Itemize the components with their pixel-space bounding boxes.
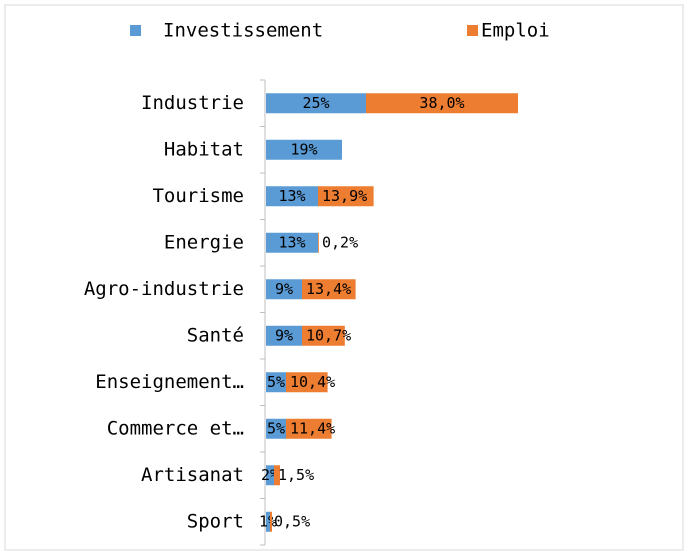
value-label: 38,0% — [419, 94, 464, 112]
value-label: 1,5% — [278, 466, 314, 484]
legend-swatch — [467, 25, 478, 36]
category-label: Enseignement… — [95, 371, 244, 393]
value-label: 13,4% — [306, 280, 351, 298]
category-label: Commerce et… — [107, 417, 244, 439]
value-label: 5% — [267, 419, 285, 437]
category-label: Tourisme — [152, 185, 244, 207]
bar — [318, 232, 319, 253]
value-label: 1% — [259, 512, 277, 530]
value-label: 13% — [278, 233, 305, 251]
category-label: Sport — [187, 510, 244, 532]
value-label: 0,2% — [322, 233, 358, 251]
bar — [266, 325, 302, 346]
bar — [266, 186, 318, 207]
value-label: 11,4% — [290, 419, 335, 437]
bar — [266, 418, 286, 439]
bar — [286, 418, 332, 439]
value-label: 9% — [275, 280, 293, 298]
category-label: Agro-industrie — [84, 278, 244, 300]
value-label: 5% — [267, 373, 285, 391]
bar — [266, 279, 302, 300]
bar — [270, 511, 272, 532]
bar — [274, 465, 280, 486]
category-label: Artisanat — [141, 464, 244, 486]
category-label: Santé — [187, 324, 244, 346]
value-label: 13,9% — [322, 187, 367, 205]
bar — [286, 372, 328, 393]
bar — [366, 93, 518, 114]
legend-label: Emploi — [481, 20, 550, 42]
bar — [266, 232, 318, 253]
value-label: 0,5% — [274, 512, 310, 530]
value-label: 25% — [302, 94, 329, 112]
bar — [266, 465, 274, 486]
legend-swatch — [130, 25, 141, 36]
value-label: 13% — [278, 187, 305, 205]
category-label: Energie — [164, 231, 244, 253]
value-label: 9% — [275, 326, 293, 344]
bar — [266, 93, 366, 114]
bar — [302, 279, 356, 300]
value-label: 19% — [290, 140, 317, 158]
category-label: Habitat — [164, 138, 244, 160]
bar — [266, 511, 270, 532]
bar — [318, 186, 374, 207]
bar — [266, 372, 286, 393]
category-label: Industrie — [141, 92, 244, 114]
bar — [266, 139, 342, 160]
bar — [302, 325, 345, 346]
value-label: 10,7% — [306, 326, 351, 344]
legend-label: Investissement — [163, 20, 323, 42]
value-label: 10,4% — [290, 373, 335, 391]
